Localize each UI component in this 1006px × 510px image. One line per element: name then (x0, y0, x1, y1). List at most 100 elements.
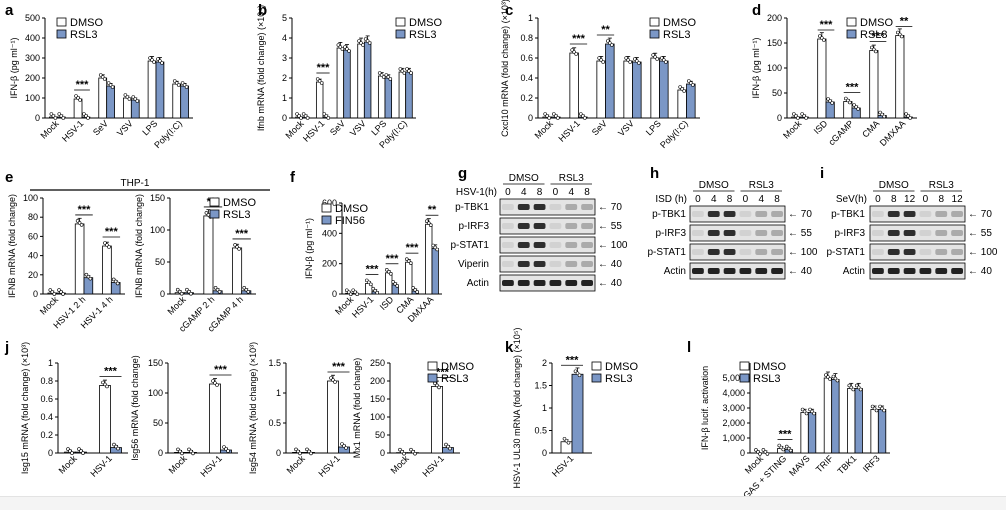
y-tick-label: 0.2 (40, 430, 53, 440)
y-tick-label: 100 (25, 93, 40, 103)
y-tick-label: 0.5 (534, 426, 547, 436)
data-point (664, 61, 667, 64)
blot-lane-label: 0 (695, 194, 701, 205)
x-tick-label: IRF3 (861, 453, 882, 474)
blot-band (502, 223, 514, 229)
blot-marker: ← 100 (598, 240, 628, 251)
bar-fin56 (432, 249, 438, 295)
blot-marker: ← 100 (968, 247, 998, 258)
blot-band (920, 249, 932, 255)
x-tick-label: HSV-1 (88, 453, 113, 478)
x-tick-label: HSV-1 (550, 453, 575, 478)
data-point (567, 441, 570, 444)
blot-band (951, 268, 963, 274)
blot-band (565, 242, 577, 248)
blot-band (724, 268, 736, 274)
data-point (789, 449, 792, 452)
blot-marker: ← 40 (598, 259, 622, 270)
data-point (103, 78, 106, 81)
legend-label-dmso: DMSO (753, 361, 786, 373)
blot-row-label: p-TBK1 (831, 209, 865, 220)
y-tick-label: 1.5 (268, 358, 281, 368)
data-point (86, 117, 89, 120)
data-point (327, 117, 330, 120)
blot-marker: ← 40 (598, 278, 622, 289)
blot-lane-label: 8 (938, 194, 944, 205)
y-tick-label: 0 (332, 289, 337, 299)
bar-rsl3 (808, 413, 815, 454)
bar-dmso (570, 53, 579, 118)
y-tick-label: 4 (282, 33, 287, 43)
y-tick-label: 0.8 (520, 33, 533, 43)
data-point (828, 378, 831, 381)
data-point (766, 452, 769, 455)
x-tick-label: Mock (285, 453, 308, 476)
blot-row-label: Actin (467, 278, 489, 289)
data-point (136, 100, 139, 103)
y-tick-label: 5 (282, 13, 287, 23)
blot-lane-label: 8 (891, 194, 897, 205)
legend-swatch-dmso (396, 18, 405, 26)
legend-swatch-treated (740, 374, 749, 382)
bar-dmso (316, 82, 323, 118)
y-tick-label: 400 (322, 228, 337, 238)
y-tick-label: 0 (740, 448, 745, 458)
y-axis-label: IFN-β lucif. activation (700, 366, 710, 450)
blot-strip (500, 237, 595, 253)
y-tick-label: 200 (322, 259, 337, 269)
y-tick-label: 300 (25, 53, 40, 63)
blot-strip (500, 256, 595, 272)
significance-stars: *** (846, 82, 860, 94)
blot-row-label: p-TBK1 (455, 202, 489, 213)
legend-label-dmso: DMSO (409, 17, 442, 29)
blot-lane-label: 0 (553, 187, 559, 198)
bar-rsl3 (131, 100, 139, 118)
data-point (218, 290, 221, 293)
data-point (813, 412, 816, 415)
blot-marker: ← 55 (968, 228, 992, 239)
legend-swatch-dmso (57, 18, 66, 26)
bar-dmso (818, 39, 826, 118)
bar-rsl3 (111, 448, 122, 453)
blot-strip (690, 206, 785, 222)
significance-stars: *** (78, 204, 92, 216)
x-tick-label: VSV (115, 118, 135, 138)
legend-label-treated: RSL3 (663, 29, 691, 41)
y-tick-label: 60 (28, 231, 38, 241)
panel-label: d (752, 2, 761, 19)
data-point (416, 290, 419, 293)
legend-swatch-treated (428, 374, 437, 382)
bar-dmso (337, 48, 344, 118)
significance-stars: *** (214, 364, 228, 376)
y-tick-label: 0 (33, 289, 38, 299)
x-tick-label: Mock (389, 453, 412, 476)
significance-stars: *** (779, 429, 793, 441)
significance-stars: *** (366, 263, 380, 275)
blot-band (550, 261, 562, 267)
x-tick-label: HSV-1 (556, 118, 581, 143)
blot-strip (690, 244, 785, 260)
bar-dmso (103, 246, 112, 294)
data-point (216, 384, 219, 387)
legend-swatch-treated (57, 30, 66, 38)
significance-stars: *** (820, 19, 834, 31)
y-tick-label: 1 (542, 403, 547, 413)
y-axis-label: Mx1 mRNA (fold change) (352, 358, 362, 459)
blot-strip (870, 244, 965, 260)
data-point (883, 115, 886, 118)
blot-band (888, 211, 900, 217)
data-point (376, 291, 379, 294)
thp1-header: THP-1 (30, 178, 270, 190)
bar-rsl3 (572, 374, 583, 453)
legend-label-dmso: DMSO (605, 361, 638, 373)
data-point (347, 50, 350, 53)
legend-label-dmso: DMSO (663, 17, 696, 29)
data-point (449, 447, 452, 450)
legend-label-treated: RSL3 (70, 29, 98, 41)
